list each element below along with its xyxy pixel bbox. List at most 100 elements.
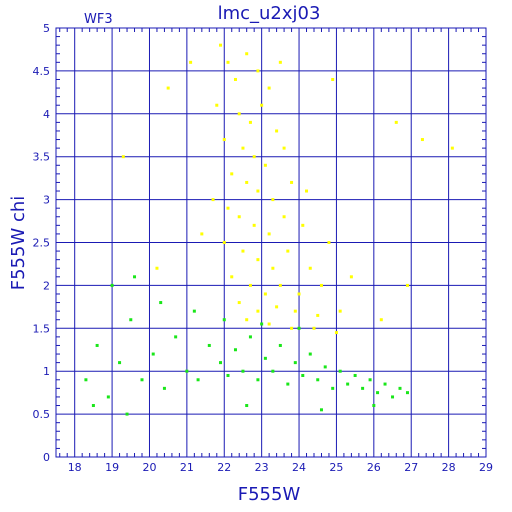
data-point <box>297 292 301 296</box>
data-point <box>215 103 219 107</box>
data-point <box>140 378 144 382</box>
data-point <box>200 232 204 236</box>
data-point <box>256 378 260 382</box>
data-point <box>84 378 88 382</box>
x-tick-label: 23 <box>255 461 269 474</box>
x-tick-label: 24 <box>292 461 306 474</box>
data-point <box>110 283 114 287</box>
data-point <box>260 103 264 107</box>
data-point <box>256 189 260 193</box>
data-point <box>293 361 297 365</box>
data-point <box>405 283 409 287</box>
x-tick-labels: 18 19 20 21 22 23 24 25 26 27 28 29 <box>68 461 493 474</box>
data-point <box>226 373 230 377</box>
chart-title: lmc_u2xj03 <box>218 3 321 24</box>
data-point <box>233 77 237 81</box>
y-tick-label: 3 <box>43 194 50 207</box>
y-tick-label: 2.5 <box>33 237 51 250</box>
data-point <box>230 275 234 279</box>
data-point <box>245 318 249 322</box>
data-point <box>248 335 252 339</box>
data-point <box>271 369 275 373</box>
data-point <box>323 365 327 369</box>
chart-subtitle: WF3 <box>84 12 113 27</box>
grid-lines <box>56 27 487 458</box>
data-point <box>271 198 275 202</box>
data-points <box>84 43 454 416</box>
data-point <box>151 352 155 356</box>
data-point <box>118 361 122 365</box>
data-point <box>106 395 110 399</box>
y-tick-label: 4.5 <box>33 65 51 78</box>
data-point <box>394 120 398 124</box>
data-point <box>241 146 245 150</box>
y-tick-label: 4 <box>43 108 50 121</box>
data-point <box>192 309 196 313</box>
data-point <box>334 331 338 335</box>
data-point <box>248 283 252 287</box>
data-point <box>286 382 290 386</box>
data-point <box>286 249 290 253</box>
data-point <box>308 352 312 356</box>
x-tick-label: 22 <box>217 461 231 474</box>
x-tick-label: 21 <box>180 461 194 474</box>
data-point <box>256 258 260 262</box>
data-point <box>174 335 178 339</box>
data-point <box>263 163 267 167</box>
data-point <box>267 322 271 326</box>
data-point <box>252 155 256 159</box>
data-point <box>226 60 230 64</box>
data-point <box>121 155 125 159</box>
plot-frame <box>55 27 487 458</box>
data-point <box>346 382 350 386</box>
data-point <box>263 292 267 296</box>
data-point <box>245 52 249 56</box>
data-point <box>391 395 395 399</box>
y-tick-label: 0 <box>43 451 50 464</box>
data-point <box>327 241 331 244</box>
data-point <box>185 369 189 373</box>
data-point <box>331 386 335 390</box>
data-point <box>125 412 129 416</box>
data-point <box>248 120 252 124</box>
data-point <box>319 283 323 287</box>
data-point <box>312 326 316 330</box>
data-point <box>278 60 282 64</box>
data-point <box>133 275 137 279</box>
data-point <box>361 386 365 390</box>
x-tick-label: 28 <box>442 461 456 474</box>
data-point <box>398 386 402 390</box>
data-point <box>290 326 294 330</box>
data-point <box>305 189 309 193</box>
x-tick-label: 18 <box>68 461 82 474</box>
data-point <box>282 215 286 219</box>
data-point <box>267 232 271 236</box>
y-tick-label: 2 <box>43 279 50 292</box>
x-tick-label: 26 <box>367 461 381 474</box>
x-tick-label: 29 <box>479 461 493 474</box>
data-point <box>379 318 383 322</box>
data-point <box>301 373 305 377</box>
data-point <box>405 391 409 395</box>
y-axis-label: F555W chi <box>8 196 29 291</box>
data-point <box>155 266 159 270</box>
x-tick-label: 20 <box>142 461 156 474</box>
y-tick-labels: 0 0.5 1 1.5 2 2.5 3 3.5 4 4.5 5 <box>33 22 51 464</box>
data-point <box>331 77 335 81</box>
data-point <box>189 60 193 64</box>
data-point <box>308 266 312 270</box>
data-point <box>256 69 260 73</box>
x-tick-label: 27 <box>404 461 418 474</box>
data-point <box>241 369 245 373</box>
x-tick-label: 25 <box>329 461 343 474</box>
data-point <box>196 378 200 382</box>
data-point <box>271 266 275 270</box>
data-point <box>237 112 241 116</box>
data-point <box>338 309 342 313</box>
data-point <box>241 249 245 253</box>
y-tick-label: 1 <box>43 365 50 378</box>
data-point <box>297 326 301 330</box>
data-point <box>222 318 226 322</box>
data-point <box>275 129 279 133</box>
